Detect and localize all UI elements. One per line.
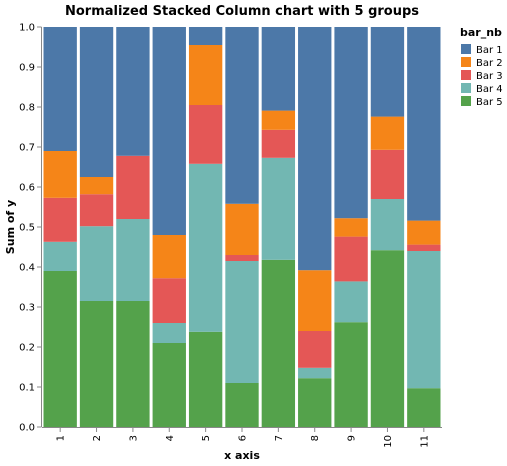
bar-segment-8-series-5	[298, 27, 332, 271]
x-tick-label: 3	[128, 435, 139, 441]
y-tick-label: 0.6	[19, 183, 35, 194]
y-axis-title: Sum of y	[4, 200, 17, 254]
bar-segment-4-series-4	[152, 235, 186, 279]
bar-segment-3-series-5	[116, 27, 150, 156]
bar-segment-9-series-1	[334, 322, 368, 427]
bar-segment-10-series-1	[370, 250, 405, 427]
chart-title: Normalized Stacked Column chart with 5 g…	[65, 4, 419, 19]
bar-segment-1-series-1	[43, 271, 77, 427]
bar-segment-4-series-5	[152, 27, 186, 235]
legend-label: Bar 3	[476, 71, 503, 82]
bar-segment-11-series-5	[407, 27, 441, 221]
bar-segment-1-series-4	[43, 151, 77, 198]
legend: bar_nb Bar 1 Bar 2 Bar 3 Bar 4 Bar 5	[460, 26, 503, 108]
bar-segment-4-series-1	[152, 343, 186, 427]
bar-segment-8-series-4	[298, 270, 332, 331]
bar-segment-1-series-3	[43, 197, 77, 242]
bar-segment-7-series-5	[261, 27, 296, 111]
x-tick-label: 2	[92, 435, 103, 441]
bar-segment-11-series-1	[407, 388, 441, 427]
x-axis: 1 2 3 4 5 6 7 8 9 10 11	[42, 427, 442, 448]
y-axis: 0.0 0.1 0.2 0.3 0.4 0.5 0.6 0.7 0.8 0.9 1.0	[19, 23, 42, 434]
y-tick-label: 1.0	[19, 23, 35, 34]
bar-segment-9-series-2	[334, 281, 368, 323]
x-tick-label: 1	[56, 435, 67, 441]
legend-label: Bar 4	[476, 84, 503, 95]
bar-segment-4-series-2	[152, 323, 186, 343]
bar-segment-2-series-3	[79, 194, 114, 227]
bar-segment-2-series-1	[79, 301, 114, 427]
x-tick-label: 7	[274, 435, 285, 441]
bar-segment-9-series-5	[334, 27, 368, 219]
bar-segment-2-series-4	[79, 177, 114, 195]
bar-segment-3-series-3	[116, 155, 150, 219]
y-tick-label: 0.9	[19, 63, 35, 74]
bar-segment-7-series-1	[261, 259, 296, 427]
bar-segment-5-series-3	[188, 105, 223, 164]
bar-segment-9-series-4	[334, 218, 368, 237]
bar-segment-8-series-2	[298, 367, 332, 379]
bar-segment-7-series-3	[261, 129, 296, 158]
bar-segment-4-series-3	[152, 278, 186, 323]
y-tick-label: 0.1	[19, 383, 35, 394]
legend-label: Bar 1	[476, 45, 503, 56]
y-tick-label: 0.8	[19, 103, 35, 114]
bar-segment-11-series-4	[407, 220, 441, 245]
plot-area	[43, 27, 441, 427]
legend-swatch	[461, 83, 471, 93]
bar-segment-10-series-5	[370, 27, 405, 117]
bar-segment-3-series-1	[116, 301, 150, 427]
legend-label: Bar 2	[476, 58, 503, 69]
y-tick-label: 0.4	[19, 263, 35, 274]
bar-segment-8-series-3	[298, 331, 332, 368]
bar-segment-8-series-1	[298, 378, 332, 427]
bar-segment-11-series-3	[407, 244, 441, 251]
bar-segment-5-series-4	[188, 45, 223, 105]
x-tick-label: 4	[165, 435, 176, 441]
bar-segment-2-series-5	[79, 27, 114, 177]
x-tick-label: 6	[238, 435, 249, 441]
bar-segment-6-series-1	[225, 383, 259, 427]
bar-segment-1-series-5	[43, 27, 77, 151]
bar-segment-9-series-3	[334, 236, 368, 282]
bar-segment-6-series-3	[225, 255, 259, 261]
legend-label: Bar 5	[476, 97, 503, 108]
y-tick-label: 0.3	[19, 303, 35, 314]
bar-segment-7-series-2	[261, 157, 296, 260]
bar-segment-6-series-5	[225, 27, 259, 204]
legend-swatch	[461, 57, 471, 67]
bar-segment-1-series-2	[43, 241, 77, 271]
bar-segment-5-series-1	[188, 331, 223, 427]
bar-segment-2-series-2	[79, 226, 114, 301]
x-tick-label: 9	[347, 435, 358, 441]
legend-swatch	[461, 44, 471, 54]
y-tick-label: 0.5	[19, 223, 35, 234]
bar-segment-5-series-5	[188, 27, 223, 45]
legend-swatch	[461, 70, 471, 80]
y-tick-label: 0.2	[19, 343, 35, 354]
bar-segment-10-series-4	[370, 116, 405, 150]
bar-segment-11-series-2	[407, 251, 441, 389]
bar-segment-7-series-4	[261, 110, 296, 130]
x-tick-label: 5	[201, 435, 212, 441]
bar-segment-6-series-2	[225, 261, 259, 383]
bar-segment-6-series-4	[225, 203, 259, 255]
x-tick-label: 8	[310, 435, 321, 441]
bar-segment-10-series-3	[370, 149, 405, 199]
legend-swatch	[461, 96, 471, 106]
y-tick-label: 0.0	[19, 423, 35, 434]
bar-segment-10-series-2	[370, 199, 405, 251]
y-tick-label: 0.7	[19, 143, 35, 154]
x-axis-title: x axis	[224, 449, 260, 462]
bar-segment-3-series-2	[116, 219, 150, 301]
bar-segment-5-series-2	[188, 163, 223, 332]
x-tick-label: 11	[419, 435, 430, 448]
legend-title: bar_nb	[460, 26, 502, 39]
x-tick-label: 10	[383, 435, 394, 448]
